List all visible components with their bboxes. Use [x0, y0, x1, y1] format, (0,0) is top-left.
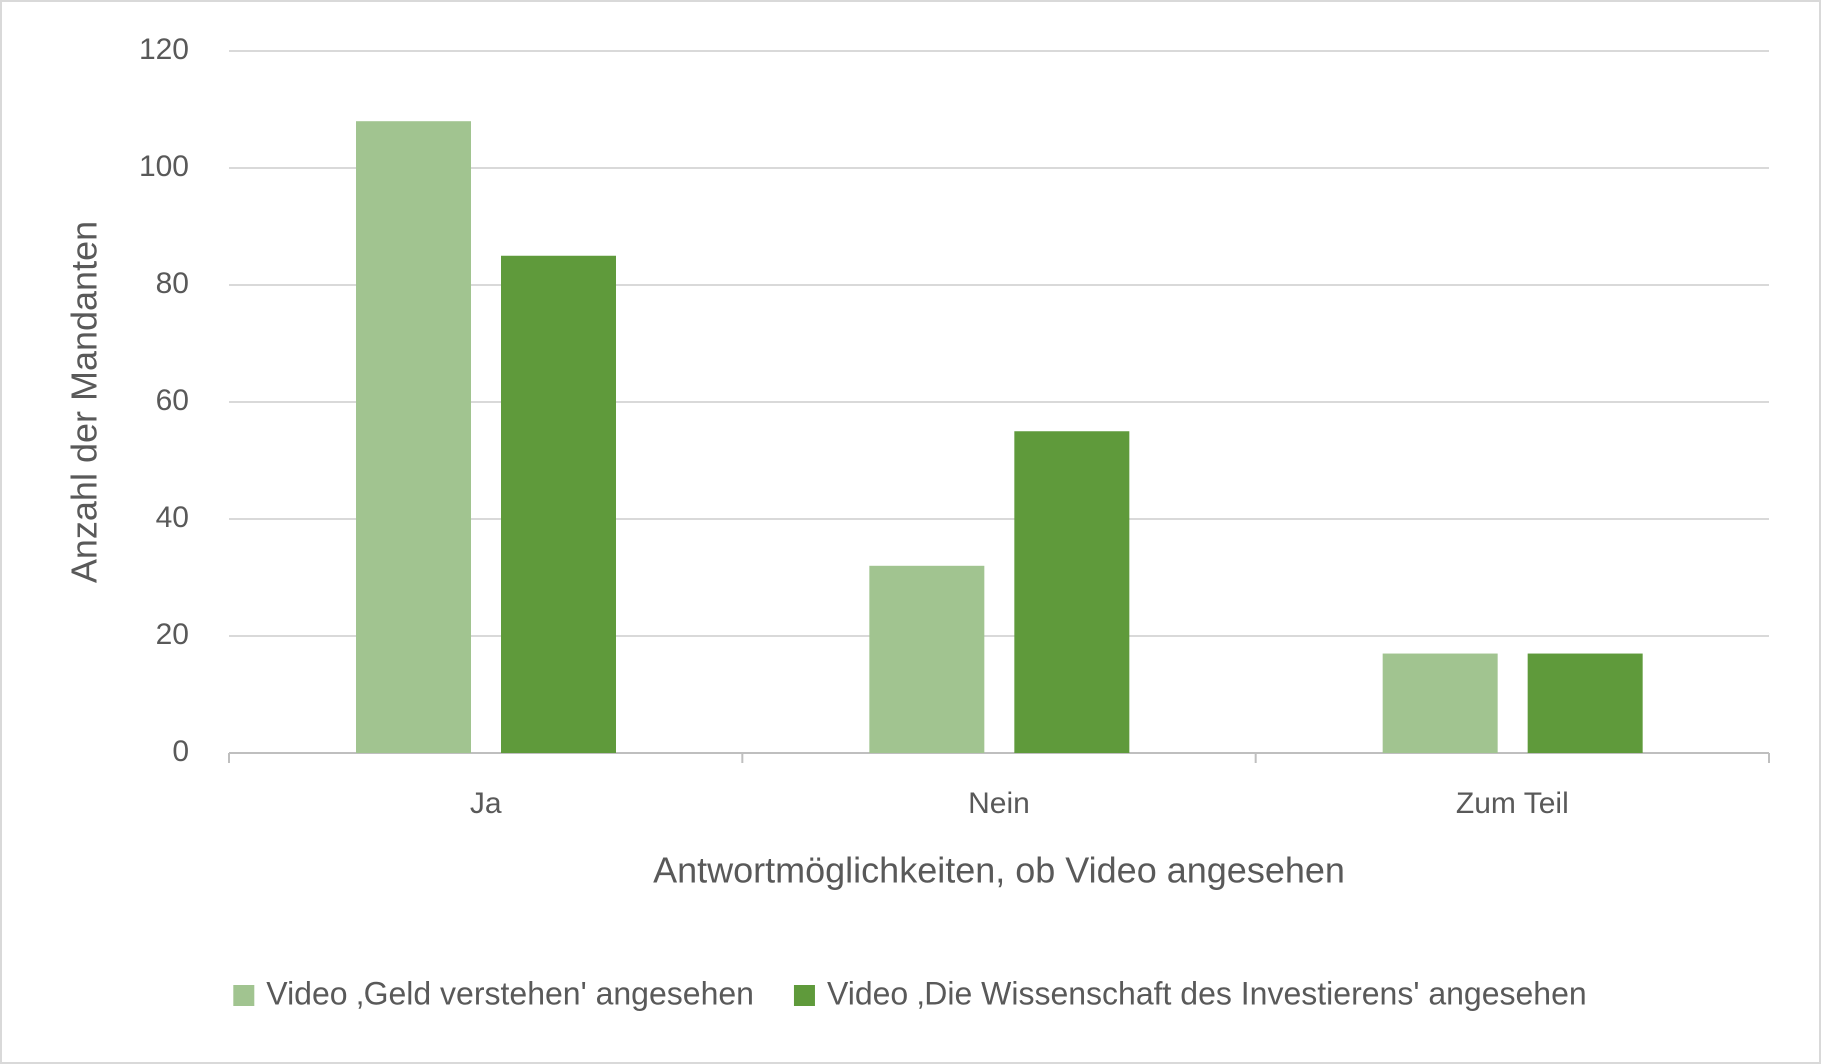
legend-swatch — [233, 985, 255, 1006]
x-axis-title: Antwortmöglichkeiten, ob Video angesehen — [653, 850, 1345, 891]
x-tick-label: Nein — [968, 787, 1030, 820]
bar — [869, 565, 985, 753]
y-tick-label: 80 — [156, 267, 189, 300]
x-tick-label: Ja — [470, 787, 502, 820]
y-tick-label: 20 — [156, 618, 189, 651]
y-tick-label: 0 — [172, 735, 189, 768]
bar — [1014, 431, 1130, 753]
x-tick-label: Zum Teil — [1456, 787, 1569, 820]
legend-label: Video ‚Die Wissenschaft des Investierens… — [827, 975, 1587, 1011]
bar — [1382, 653, 1498, 753]
y-axis-title: Anzahl der Mandanten — [64, 221, 105, 583]
legend-label: Video ‚Geld verstehen' angesehen — [266, 975, 754, 1011]
y-tick-label: 60 — [156, 384, 189, 417]
legend-swatch — [793, 985, 815, 1006]
bar — [501, 255, 616, 753]
y-tick-label: 120 — [139, 33, 189, 66]
y-tick-label: 100 — [139, 150, 189, 183]
bar — [356, 121, 471, 753]
y-tick-label: 40 — [156, 501, 189, 534]
bar — [1527, 653, 1643, 753]
